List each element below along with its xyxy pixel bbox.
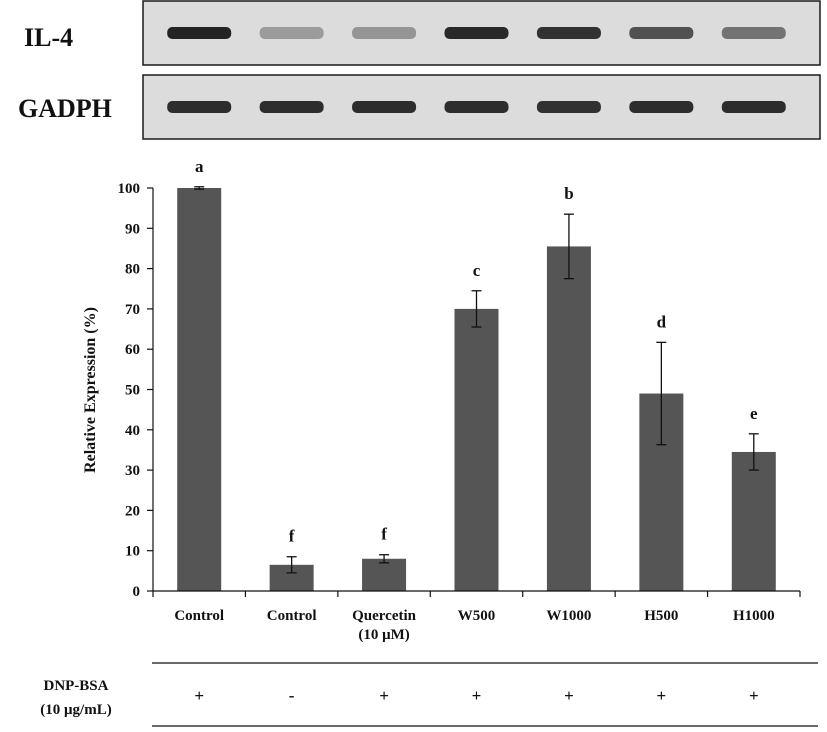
significance-label: c bbox=[473, 261, 481, 280]
blot-band bbox=[352, 101, 417, 113]
significance-label: d bbox=[657, 312, 667, 331]
x-axis-ticks bbox=[152, 591, 801, 597]
y-tick-label: 60 bbox=[125, 342, 140, 358]
treatment-sign: - bbox=[289, 686, 295, 705]
significance-label: b bbox=[564, 184, 573, 203]
blot-panels: IL-4 GADPH bbox=[18, 0, 821, 140]
blot-band bbox=[536, 27, 601, 39]
treatment-signs: + - + + + + + bbox=[194, 686, 758, 705]
category-label: Control bbox=[174, 608, 224, 624]
bar bbox=[362, 558, 407, 591]
blot-band bbox=[629, 27, 694, 39]
treatment-sign: + bbox=[657, 686, 667, 705]
y-tick-label: 100 bbox=[118, 181, 141, 197]
category-label: H1000 bbox=[733, 608, 775, 624]
blot-band bbox=[629, 101, 694, 113]
error-bars bbox=[194, 186, 759, 574]
blot-band bbox=[259, 101, 324, 113]
y-tick-label: 0 bbox=[133, 584, 141, 600]
y-tick-label: 20 bbox=[125, 503, 140, 519]
treatment-table: DNP-BSA (10 μg/mL) + - + + + + + bbox=[40, 662, 818, 727]
bar bbox=[454, 308, 499, 591]
treatment-sign: + bbox=[749, 686, 759, 705]
blot-bands-gadph bbox=[167, 101, 786, 113]
blot-band bbox=[721, 27, 786, 39]
blot-band bbox=[352, 27, 417, 39]
category-label: H500 bbox=[644, 608, 678, 624]
significance-label: e bbox=[750, 404, 758, 423]
significance-label: f bbox=[381, 525, 387, 544]
y-tick-label: 50 bbox=[125, 383, 140, 399]
blot-band bbox=[167, 27, 232, 39]
blot-band bbox=[721, 101, 786, 113]
blot-label-il4: IL-4 bbox=[24, 23, 73, 52]
y-tick-label: 90 bbox=[125, 221, 140, 237]
bar bbox=[731, 451, 776, 591]
blot-band bbox=[536, 101, 601, 113]
y-axis-title: Relative Expression (%) bbox=[82, 307, 99, 473]
blot-label-gadph: GADPH bbox=[18, 94, 112, 123]
bar bbox=[177, 188, 222, 591]
significance-labels: a f f c b d e bbox=[195, 157, 758, 546]
y-tick-label: 80 bbox=[125, 262, 140, 278]
blot-band bbox=[167, 101, 232, 113]
category-labels: Control Control Quercetin (10 μM) W500 W1000 H… bbox=[174, 608, 774, 643]
bars bbox=[177, 188, 776, 591]
bar bbox=[546, 246, 591, 591]
blot-bands-il4 bbox=[167, 27, 786, 39]
treatment-label-line1: DNP-BSA bbox=[43, 678, 108, 694]
y-tick-label: 10 bbox=[125, 544, 140, 560]
treatment-label-line2: (10 μg/mL) bbox=[40, 702, 111, 718]
category-label: (10 μM) bbox=[358, 627, 409, 643]
blot-band bbox=[444, 101, 509, 113]
treatment-sign: + bbox=[379, 686, 389, 705]
blot-band bbox=[444, 27, 509, 39]
significance-label: a bbox=[195, 157, 204, 176]
category-label: Control bbox=[267, 608, 317, 624]
category-label: W500 bbox=[458, 608, 496, 624]
category-label: Quercetin bbox=[352, 608, 417, 624]
treatment-sign: + bbox=[564, 686, 574, 705]
category-label: W1000 bbox=[546, 608, 591, 624]
y-axis-ticks: 0 10 20 30 40 50 60 70 80 90 100 bbox=[118, 181, 153, 600]
significance-label: f bbox=[289, 527, 295, 546]
treatment-sign: + bbox=[194, 686, 204, 705]
y-tick-label: 30 bbox=[125, 463, 140, 479]
y-tick-label: 40 bbox=[125, 423, 140, 439]
treatment-sign: + bbox=[472, 686, 482, 705]
blot-band bbox=[259, 27, 324, 39]
y-tick-label: 70 bbox=[125, 302, 140, 318]
